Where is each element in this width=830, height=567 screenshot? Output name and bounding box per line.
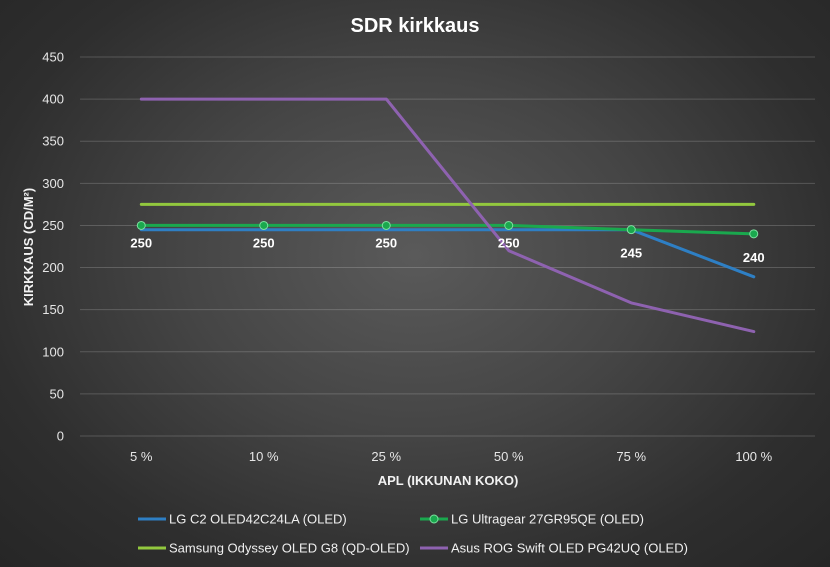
y-tick-label: 300 — [42, 176, 64, 191]
data-label: 245 — [620, 246, 642, 261]
x-tick-labels: 5 % 10 % 25 % 50 % 75 % 100 % — [130, 449, 773, 464]
legend-label: Samsung Odyssey OLED G8 (QD-OLED) — [169, 541, 410, 556]
x-tick-label: 10 % — [249, 449, 279, 464]
gridlines — [80, 56, 815, 437]
legend-label: LG Ultragear 27GR95QE (OLED) — [451, 512, 644, 527]
y-tick-label: 400 — [42, 92, 64, 107]
data-labels: 250 250 250 250 245 240 — [130, 235, 764, 264]
x-tick-label: 75 % — [616, 449, 646, 464]
y-axis-title: KIRKKAUS (CD/M²) — [21, 188, 36, 306]
data-point — [504, 220, 514, 230]
legend-label: Asus ROG Swift OLED PG42UQ (OLED) — [451, 541, 688, 556]
x-tick-label: 25 % — [371, 449, 401, 464]
series-line — [139, 228, 756, 279]
data-point — [749, 229, 759, 239]
x-tick-label: 50 % — [494, 449, 524, 464]
y-tick-label: 50 — [50, 386, 64, 401]
data-label: 250 — [375, 235, 397, 250]
x-axis-title: APL (IKKUNAN KOKO) — [378, 473, 519, 488]
legend-label: LG C2 OLED42C24LA (OLED) — [169, 512, 347, 527]
y-tick-label: 350 — [42, 134, 64, 149]
y-tick-label: 100 — [42, 344, 64, 359]
data-point — [381, 220, 391, 230]
y-tick-label: 200 — [42, 260, 64, 275]
data-point — [136, 220, 146, 230]
y-tick-label: 150 — [42, 302, 64, 317]
legend: LG C2 OLED42C24LA (OLED) LG Ultragear 27G… — [138, 512, 688, 556]
x-tick-label: 100 % — [735, 449, 772, 464]
series-line — [139, 97, 756, 334]
data-point — [626, 225, 636, 235]
y-tick-label: 250 — [42, 218, 64, 233]
y-tick-label: 450 — [42, 50, 64, 65]
chart-title: SDR kirkkaus — [351, 15, 480, 37]
data-label: 250 — [498, 235, 520, 250]
y-tick-label: 0 — [57, 429, 64, 444]
data-label: 240 — [743, 250, 765, 265]
legend-marker — [429, 514, 439, 524]
data-label: 250 — [253, 235, 275, 250]
series-lines — [136, 97, 759, 334]
data-label: 250 — [130, 235, 152, 250]
x-tick-label: 5 % — [130, 449, 153, 464]
y-tick-labels: 0 50 100 150 200 250 300 350 400 450 — [42, 50, 64, 444]
data-point — [259, 220, 269, 230]
series-line — [139, 223, 756, 236]
